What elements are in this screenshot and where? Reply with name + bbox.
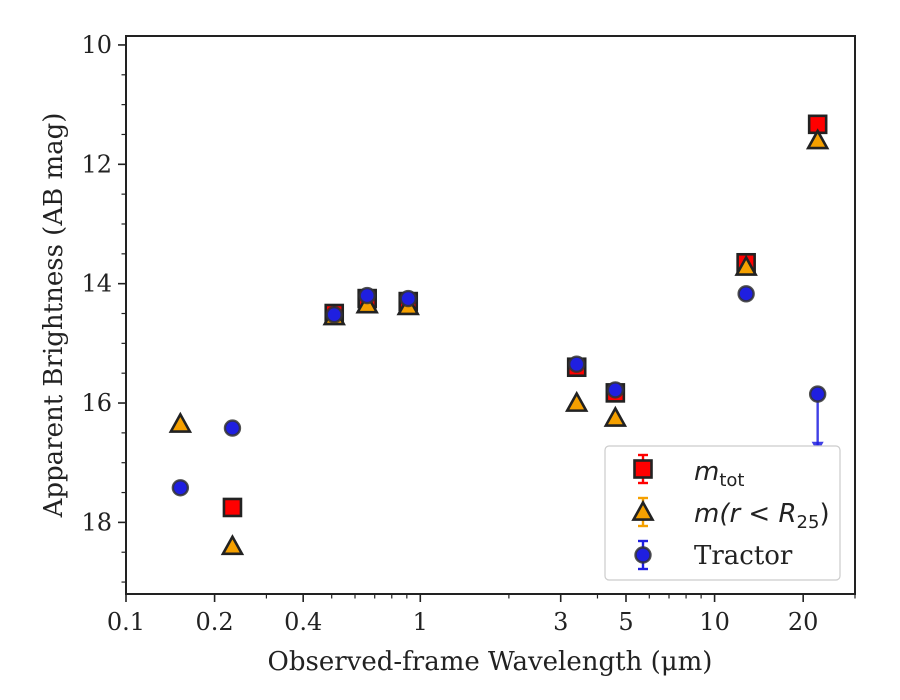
m-r25-point (603, 405, 628, 427)
plot-frame (125, 35, 856, 595)
tractor-point (223, 419, 242, 437)
tractor-point (808, 385, 827, 403)
m-r25-legend-marker (631, 499, 655, 521)
tractor-point (325, 306, 343, 324)
m-r25-point (805, 128, 830, 150)
m-r25-point (564, 390, 589, 412)
m-r25-point (220, 534, 245, 556)
m-r25-point (734, 254, 758, 276)
legend-markers (631, 453, 655, 571)
x-tick-label: 1 (413, 608, 428, 636)
mtot-point (222, 497, 243, 518)
legend: mtot m(r < R25) Tractor (604, 445, 841, 581)
tractor-legend-marker (634, 546, 652, 564)
tractor-point (171, 479, 190, 497)
legend-label-mtot: mtot (694, 457, 744, 491)
m-r25-point (168, 411, 193, 433)
legend-label-m-r25: m(r < R25) (694, 499, 830, 533)
y-tick-label: 14 (81, 270, 112, 298)
tractor-point (606, 381, 625, 399)
tractor-point (568, 355, 586, 373)
y-tick-label: 16 (81, 389, 112, 417)
x-tick-label: 0.2 (196, 608, 234, 636)
x-tick-label: 10 (699, 608, 730, 636)
tractor-point (737, 285, 755, 303)
y-tick-label: 10 (81, 31, 112, 59)
x-tick-label: 0.1 (107, 608, 145, 636)
tractor-point (358, 286, 376, 305)
tractor-point (399, 289, 417, 308)
x-tick-label: 3 (553, 608, 568, 636)
legend-label-tractor: Tractor (694, 541, 793, 571)
x-axis-label: Observed-frame Wavelength (μm) (268, 647, 713, 677)
y-tick-label: 18 (81, 508, 112, 536)
legend-box (604, 445, 841, 581)
x-tick-label: 5 (618, 608, 633, 636)
x-tick-label: 0.4 (284, 608, 322, 636)
x-tick-label: 20 (788, 608, 819, 636)
ticks-layer: 0.1 0.2 0.4 1 3 5 10 20 10 12 14 16 18 (81, 31, 856, 636)
mtot-legend-marker (633, 459, 653, 479)
marks-layer (168, 114, 830, 556)
y-tick-label: 12 (81, 150, 112, 178)
y-axis-label: Apparent Brightness (AB mag) (39, 113, 69, 519)
